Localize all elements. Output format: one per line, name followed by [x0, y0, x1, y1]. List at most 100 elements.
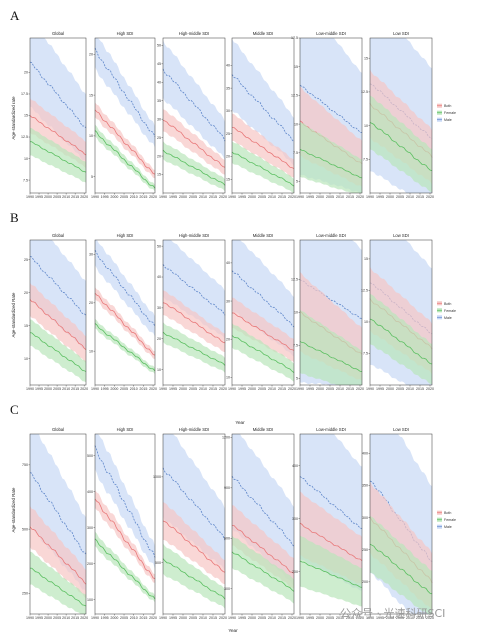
y-tick-label: 10: [89, 134, 93, 138]
x-tick-label: 1990: [26, 616, 34, 620]
line-both: [162, 119, 226, 168]
y-tick-label: 40: [157, 80, 161, 84]
facet-b-5: Low-middle SDI 5 7.5 10 12.5 1990 1995 2000 2005…: [291, 233, 364, 391]
facet-title: Global: [52, 31, 64, 36]
facet-title: High SDI: [117, 427, 134, 432]
x-tick-label: 1990: [228, 195, 236, 199]
x-tick-label: 1990: [159, 195, 167, 199]
x-tick-label: 2000: [248, 195, 256, 199]
band-female: [370, 293, 432, 385]
y-tick-label: 5: [296, 180, 298, 184]
line-both: [29, 115, 87, 156]
x-tick-label: 1990: [91, 195, 99, 199]
y-tick-label: 250: [22, 592, 28, 596]
x-tick-label: 2005: [258, 387, 266, 391]
legend-label-female: Female: [444, 518, 456, 522]
x-tick-label: 2010: [130, 387, 138, 391]
x-tick-label: 2015: [416, 616, 424, 620]
y-tick-label: 300: [87, 526, 93, 530]
line-both: [29, 526, 87, 585]
x-tick-label: 2010: [199, 616, 207, 620]
facet-title: High SDI: [117, 233, 134, 238]
y-tick-label: 25: [226, 132, 230, 136]
panel-letter-b: B: [10, 210, 19, 225]
y-tick-label: 20: [157, 337, 161, 341]
line-female: [299, 560, 363, 588]
facet-frame: [369, 433, 433, 615]
facet-frame: [94, 433, 156, 615]
line-female: [299, 148, 363, 179]
line-male: [231, 74, 295, 143]
facet-title: Low SDI: [393, 233, 409, 238]
line-female: [369, 543, 433, 595]
y-tick-label: 7.5: [23, 178, 28, 182]
y-tick-label: 300: [292, 517, 298, 521]
y-tick-label: 30: [226, 109, 230, 113]
y-tick-label: 10: [24, 357, 28, 361]
x-tick-label: 1995: [35, 387, 43, 391]
line-both: [29, 299, 87, 351]
y-tick-label: 35: [226, 86, 230, 90]
x-tick-label: 2020: [219, 387, 227, 391]
y-tick-label: 7.5: [363, 352, 368, 356]
y-tick-label: 7.5: [293, 344, 298, 348]
band-male: [30, 240, 86, 350]
legend-label-both: Both: [444, 104, 451, 108]
x-tick-label: 2005: [326, 195, 334, 199]
facet-title: Low SDI: [393, 31, 409, 36]
x-tick-label: 2005: [326, 387, 334, 391]
y-tick-label: 30: [157, 306, 161, 310]
facet-title: Middle SDI: [253, 233, 273, 238]
line-male: [29, 256, 87, 316]
x-tick-label: 2020: [149, 616, 157, 620]
x-tick-label: 2020: [426, 616, 434, 620]
line-male: [94, 47, 156, 138]
y-tick-label: 20: [157, 154, 161, 158]
x-tick-label: 2010: [406, 195, 414, 199]
y-tick-label: 1000: [153, 475, 161, 479]
facet-c-1: Global 250 500 750 1990 1995 2000 2005 2010 2015 2…: [22, 427, 88, 620]
y-tick-label: 10: [294, 122, 298, 126]
x-tick-label: 2020: [80, 616, 88, 620]
x-tick-label: 1990: [159, 387, 167, 391]
facet-title: Middle SDI: [253, 31, 273, 36]
line-female: [231, 335, 295, 373]
x-tick-label: 1995: [238, 387, 246, 391]
y-tick-label: 7.5: [363, 158, 368, 162]
x-tick-label: 2000: [316, 387, 324, 391]
band-male: [95, 434, 155, 569]
facet-title: High-middle SDI: [179, 31, 210, 36]
x-tick-label: 2005: [258, 195, 266, 199]
facet-frame: [162, 239, 226, 386]
x-tick-label: 1990: [296, 616, 304, 620]
y-tick-label: 35: [157, 99, 161, 103]
x-tick-label: 1990: [228, 616, 236, 620]
x-tick-label: 1995: [35, 195, 43, 199]
facet-frame: [94, 239, 156, 386]
y-tick-label: 40: [226, 261, 230, 265]
band-female: [95, 318, 155, 375]
y-tick-label: 30: [157, 117, 161, 121]
line-male: [162, 467, 226, 541]
line-female: [162, 558, 226, 600]
y-tick-label: 50: [157, 44, 161, 48]
y-tick-label: 100: [87, 598, 93, 602]
facet-frame: [162, 433, 226, 615]
legend: Both Female Male: [437, 510, 456, 529]
legend-label-both: Both: [444, 302, 451, 306]
facet-title: Low-middle SDI: [316, 427, 346, 432]
line-male: [299, 476, 363, 529]
x-tick-label: 2010: [336, 616, 344, 620]
line-female: [369, 318, 433, 365]
x-tick-label: 2020: [426, 195, 434, 199]
x-tick-label: 1995: [238, 616, 246, 620]
x-tick-label: 2010: [268, 616, 276, 620]
line-female: [299, 341, 363, 372]
line-both: [94, 109, 156, 175]
y-tick-label: 7.5: [293, 151, 298, 155]
facet-a-2: High SDI 5 10 15 20 1990 1995 2000 2005 2010 2015 2…: [89, 31, 157, 199]
